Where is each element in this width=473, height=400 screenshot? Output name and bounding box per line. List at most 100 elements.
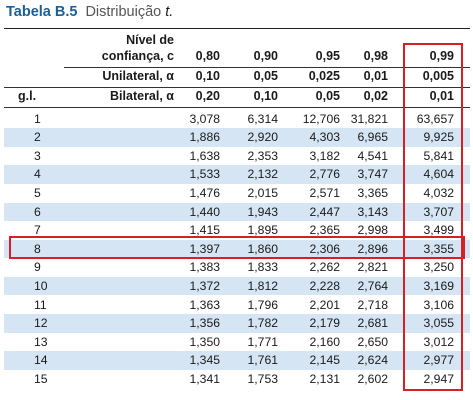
confidence-value: 0,90 [253,49,278,63]
value-cell: 5,841 [423,148,455,163]
value-cell: 3,106 [423,297,455,312]
value-cell: 4,604 [423,167,455,182]
one-tailed-header-row: Unilateral, α 0,10 0,05 0,025 0,01 0,005 [4,69,470,86]
value-cell: 2,160 [309,334,341,349]
value-cell: 3,707 [423,204,455,219]
value-cell: 3,250 [423,260,455,275]
value-cell: 4,541 [357,148,389,163]
confidence-value: 0,80 [195,49,220,63]
table-caption: Tabela B.5 Distribuição t. [6,4,173,24]
value-cell: 1,356 [189,316,221,331]
table-row: 10 1,372 1,812 2,228 2,764 3,169 [4,276,470,296]
confidence-header-row: Nível de confiança, c 0,80 0,90 0,95 0,9… [4,31,470,64]
two-tailed-value: 0,02 [363,89,388,103]
two-tailed-value: 0,01 [429,89,454,103]
value-cell: 2,306 [309,241,341,256]
gl-cell: 14 [34,353,48,368]
table-title-variable: t. [165,4,174,20]
value-cell: 63,657 [416,111,454,126]
value-cell: 2,998 [357,223,389,238]
value-cell: 1,415 [189,223,221,238]
value-cell: 1,372 [189,278,221,293]
value-cell: 3,143 [357,204,389,219]
table-row: 15 1,341 1,753 2,131 2,602 2,947 [4,370,470,389]
table-row: 8 1,397 1,860 2,306 2,896 3,355 [4,239,470,259]
value-cell: 2,624 [357,353,389,368]
value-cell: 6,314 [247,111,279,126]
confidence-label-line2: confiança, c [101,49,174,63]
value-cell: 2,681 [357,316,389,331]
gl-cell: 9 [34,260,41,275]
value-cell: 1,397 [189,241,221,256]
value-cell: 2,718 [357,297,389,312]
header-rule [4,87,470,88]
value-cell: 3,055 [423,316,455,331]
header-rule [64,67,470,68]
value-cell: 1,886 [189,130,221,145]
value-cell: 2,201 [309,297,341,312]
confidence-value: 0,98 [363,49,388,63]
value-cell: 1,363 [189,297,221,312]
table-row: 6 1,440 1,943 2,447 3,143 3,707 [4,202,470,222]
one-tailed-label: Unilateral, α [102,69,174,83]
gl-cell: 15 [34,371,48,386]
gl-cell: 5 [34,185,41,200]
value-cell: 2,650 [357,334,389,349]
value-cell: 2,447 [309,204,341,219]
two-tailed-value: 0,05 [315,89,340,103]
value-cell: 3,365 [357,185,389,200]
value-cell: 3,747 [357,167,389,182]
table-row: 4 1,533 2,132 2,776 3,747 4,604 [4,165,470,184]
value-cell: 2,947 [423,371,455,386]
gl-cell: 10 [34,278,48,293]
value-cell: 1,895 [247,223,279,238]
gl-cell: 4 [34,167,41,182]
value-cell: 1,383 [189,260,221,275]
gl-cell: 1 [34,111,41,126]
value-cell: 2,602 [357,371,389,386]
gl-cell: 7 [34,223,41,238]
two-tailed-label: Bilateral, α [110,89,174,103]
value-cell: 9,925 [423,130,455,145]
one-tailed-value: 0,10 [195,69,220,83]
table-top-rule [4,28,470,29]
value-cell: 2,131 [309,371,341,386]
value-cell: 1,533 [189,167,221,182]
gl-cell: 8 [34,241,41,256]
header-bottom-rule [4,107,470,108]
one-tailed-value: 0,025 [308,69,340,83]
value-cell: 2,896 [357,241,389,256]
value-cell: 1,753 [247,371,279,386]
value-cell: 2,132 [247,167,279,182]
value-cell: 31,821 [350,111,388,126]
value-cell: 3,078 [189,111,221,126]
value-cell: 6,965 [357,130,389,145]
value-cell: 2,015 [247,185,279,200]
gl-cell: 3 [34,148,41,163]
confidence-label-line1: Nível de [126,33,174,47]
value-cell: 3,012 [423,334,455,349]
one-tailed-value: 0,01 [363,69,388,83]
one-tailed-value: 0,005 [422,69,454,83]
value-cell: 2,764 [357,278,389,293]
value-cell: 2,977 [423,353,455,368]
value-cell: 12,706 [302,111,340,126]
value-cell: 2,353 [247,148,279,163]
value-cell: 3,355 [423,241,455,256]
table-row: 5 1,476 2,015 2,571 3,365 4,032 [4,184,470,203]
table-row: 11 1,363 1,796 2,201 2,718 3,106 [4,296,470,315]
value-cell: 2,145 [309,353,341,368]
value-cell: 2,920 [247,130,279,145]
value-cell: 2,571 [309,185,341,200]
table-row: 13 1,350 1,771 2,160 2,650 3,012 [4,333,470,352]
gl-cell: 13 [34,334,48,349]
table-row: 7 1,415 1,895 2,365 2,998 3,499 [4,221,470,240]
value-cell: 3,182 [309,148,341,163]
value-cell: 2,228 [309,278,341,293]
table-row: 9 1,383 1,833 2,262 2,821 3,250 [4,258,470,277]
value-cell: 1,476 [189,185,221,200]
value-cell: 1,771 [247,334,279,349]
value-cell: 4,032 [423,185,455,200]
value-cell: 1,638 [189,148,221,163]
two-tailed-header-row: g.l. Bilateral, α 0,20 0,10 0,05 0,02 0,… [4,89,470,106]
